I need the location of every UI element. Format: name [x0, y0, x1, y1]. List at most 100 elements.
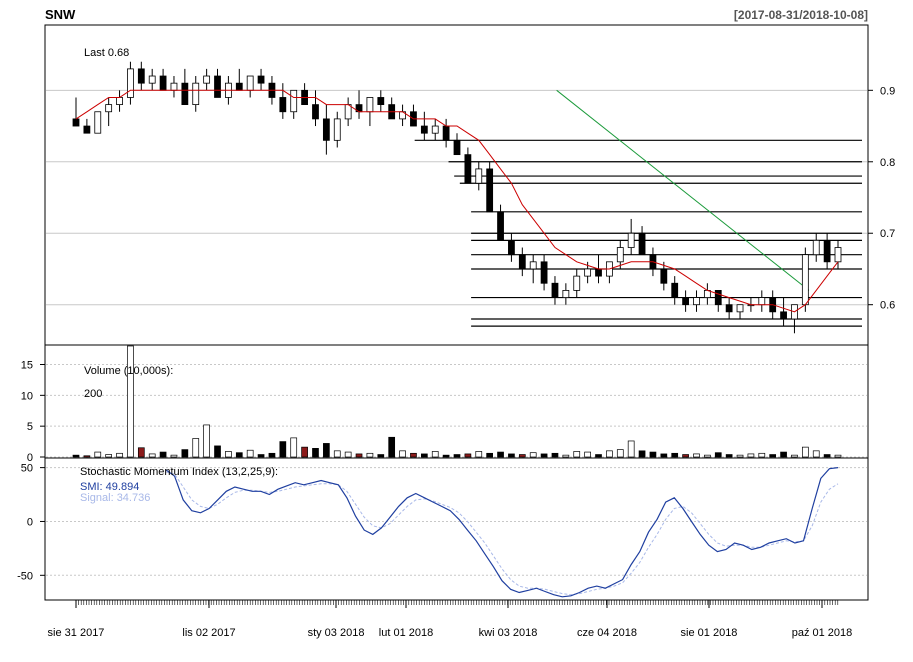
volume-bar	[192, 438, 200, 458]
volume-bar	[529, 452, 537, 458]
candle-body	[94, 111, 102, 134]
smi-y-axis: -50 0 50	[17, 463, 45, 582]
volume-y-tick-label: 15	[21, 360, 33, 372]
volume-bar	[388, 436, 396, 458]
candle-body	[170, 82, 178, 91]
candle-body	[693, 297, 700, 306]
candle-body	[812, 239, 820, 256]
price-y-tick-label: 0.6	[880, 300, 895, 312]
candle-body	[127, 68, 134, 98]
volume-bar	[616, 449, 624, 458]
smi-panel: -50 0 50 Stochastic Momentum Index (13,2,2…	[17, 457, 869, 601]
candle-body	[551, 282, 559, 298]
volume-bars	[72, 345, 842, 458]
volume-bar	[214, 445, 221, 458]
candle-body	[714, 290, 722, 306]
volume-bar	[159, 451, 167, 458]
volume-bar	[540, 453, 548, 458]
volume-bar	[606, 450, 613, 458]
volume-bar	[693, 453, 700, 458]
candle-body	[660, 268, 668, 284]
candle-body	[616, 247, 624, 263]
candles-group	[72, 61, 842, 334]
volume-bar	[148, 453, 156, 458]
volume-bar	[72, 454, 80, 458]
volume-bar	[94, 451, 102, 458]
candle-body	[823, 239, 831, 263]
volume-bar	[660, 453, 668, 458]
volume-bar	[137, 447, 145, 458]
volume-bar	[279, 441, 287, 458]
volume-bar	[442, 454, 450, 458]
volume-bar	[268, 452, 276, 458]
volume-title: Volume (10,000s):	[84, 365, 173, 377]
volume-bar	[682, 454, 689, 458]
volume-bar	[486, 452, 494, 458]
candle-body	[312, 104, 319, 120]
smi-panel-frame	[44, 457, 869, 601]
volume-panel-frame	[44, 344, 869, 459]
volume-bar	[235, 452, 243, 458]
volume-y-tick-label: 5	[27, 421, 33, 433]
volume-bar	[246, 449, 254, 458]
volume-bar	[377, 454, 385, 458]
candle-body	[377, 97, 385, 106]
candle-body	[72, 118, 80, 127]
volume-bar	[225, 451, 232, 458]
candle-body	[105, 104, 113, 113]
volume-bar	[257, 454, 265, 458]
volume-bar	[801, 446, 809, 458]
candle-body	[442, 125, 450, 141]
volume-bar	[791, 454, 798, 458]
volume-bar	[595, 454, 602, 458]
candle-body	[562, 290, 570, 298]
volume-bar	[410, 452, 417, 458]
candle-body	[758, 297, 766, 306]
candle-body	[83, 125, 91, 134]
volume-bar	[420, 453, 428, 458]
volume-bar	[181, 449, 189, 458]
candle-body	[116, 97, 123, 106]
price-y-tick-label: 0.8	[880, 157, 895, 169]
chart-date-range: [2017-08-31/2018-10-08]	[734, 8, 868, 22]
candle-body	[834, 247, 842, 263]
volume-bar	[518, 454, 526, 458]
candle-body	[508, 239, 515, 256]
volume-bar	[399, 450, 406, 458]
signal-line	[165, 471, 839, 596]
volume-bar	[508, 453, 515, 458]
candle-body	[290, 89, 298, 113]
volume-bar	[584, 451, 591, 458]
x-tick-label: lis 02 2017	[182, 627, 235, 639]
x-tick-label: sty 03 2018	[308, 627, 365, 639]
support-lines	[414, 139, 862, 327]
sma-line	[75, 89, 839, 313]
candle-body	[529, 261, 537, 270]
candle-body	[464, 154, 472, 184]
volume-bar	[105, 454, 113, 458]
volume-bar	[170, 454, 178, 458]
volume-bar	[464, 453, 472, 458]
volume-bar	[333, 450, 341, 458]
volume-bar	[649, 451, 657, 458]
volume-gridlines	[46, 364, 867, 458]
candle-body	[181, 82, 189, 106]
volume-bar	[725, 454, 733, 458]
candle-body	[475, 168, 483, 184]
volume-bar	[769, 454, 777, 458]
candle-body	[235, 82, 243, 91]
volume-bar	[497, 451, 504, 458]
volume-bar	[323, 443, 330, 458]
smi-y-tick-label: -50	[17, 570, 33, 582]
volume-bar	[714, 452, 722, 458]
smi-line	[165, 467, 839, 598]
volume-y-axis: 0 5 10 15	[21, 360, 45, 464]
candle-body	[453, 139, 461, 156]
volume-bar	[475, 451, 483, 458]
candle-body	[671, 282, 679, 298]
volume-bar	[747, 453, 755, 458]
x-tick-label: paź 01 2018	[792, 627, 853, 639]
price-gridlines	[46, 89, 867, 306]
candle-body	[725, 304, 733, 313]
candle-body	[573, 275, 581, 291]
